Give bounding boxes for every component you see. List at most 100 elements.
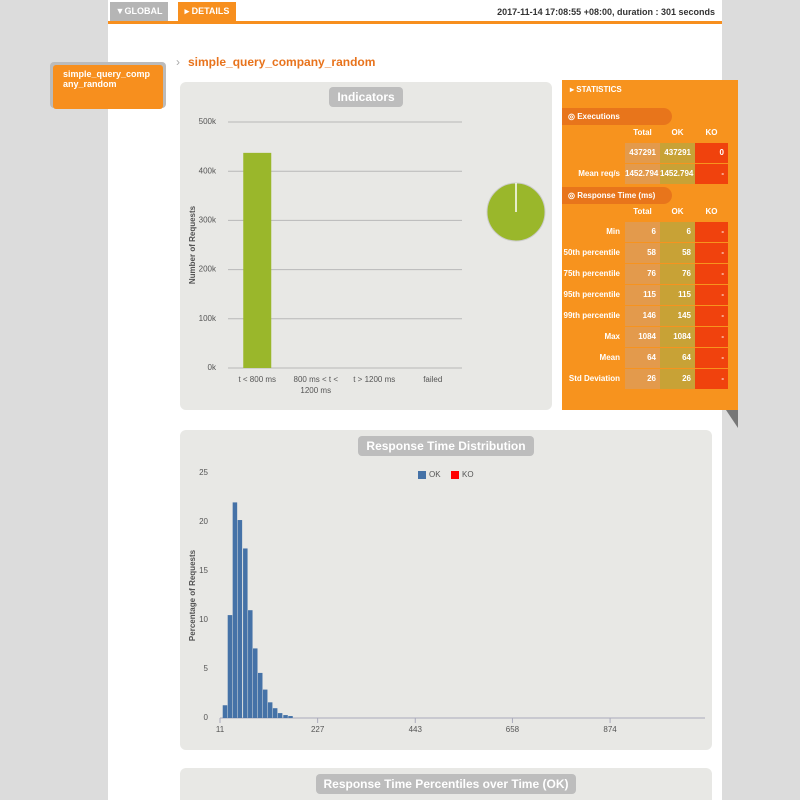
column-header: Total (633, 128, 652, 137)
stat-cell: 6 (660, 222, 695, 242)
stat-cell: 1084 (660, 327, 695, 347)
bar (267, 702, 273, 718)
stat-cell: - (695, 264, 728, 284)
legend-label: KO (462, 470, 474, 479)
sidebar-item[interactable]: simple_query_company_random (53, 65, 163, 109)
legend-label: OK (429, 470, 441, 479)
stat-cell: 76 (660, 264, 695, 284)
y-tick-label: 300k (199, 216, 217, 225)
section-title: ◎ Executions (562, 108, 672, 125)
tab-global[interactable]: ▼GLOBAL (110, 2, 168, 21)
y-tick-label: 100k (199, 314, 217, 323)
section-label: Response Time (ms) (577, 191, 656, 200)
stat-cell: - (695, 306, 728, 326)
section-title: ◎ Response Time (ms) (562, 187, 672, 204)
stat-cell: 1452.794 (660, 164, 695, 184)
row-label: 99th percentile (563, 311, 620, 320)
stat-cell: 1084 (625, 327, 660, 347)
stat-cell: 437291 (625, 143, 660, 163)
panel-fold (726, 410, 738, 428)
row-label: 95th percentile (563, 290, 620, 299)
stat-cell: - (695, 369, 728, 389)
y-axis-label: Percentage of Requests (188, 549, 197, 641)
y-axis-label: Number of Requests (188, 205, 197, 284)
statistics-label: STATISTICS (576, 85, 622, 94)
header-rule (108, 21, 722, 24)
stat-cell: 64 (625, 348, 660, 368)
y-tick-label: 15 (199, 566, 208, 575)
page-title: simple_query_company_random (188, 55, 376, 69)
stat-cell: 76 (625, 264, 660, 284)
y-tick-label: 25 (199, 468, 208, 477)
stat-cell: - (695, 348, 728, 368)
column-header: OK (671, 128, 684, 137)
bar (237, 520, 243, 718)
percentiles-panel: Response Time Percentiles over Time (OK) (180, 768, 712, 800)
x-tick-label: 443 (409, 725, 423, 734)
bar (222, 705, 228, 718)
indicators-panel: Indicators (180, 82, 552, 410)
stat-cell: 26 (660, 369, 695, 389)
column-header: OK (671, 207, 684, 216)
column-header: Total (633, 207, 652, 216)
statistics-title: ▸ STATISTICS (570, 85, 622, 94)
column-header: KO (705, 207, 718, 216)
stat-cell: 58 (625, 243, 660, 263)
bar (253, 648, 258, 718)
x-tick-label: 11 (216, 725, 225, 734)
bar (243, 152, 272, 368)
bar (262, 689, 268, 718)
stat-cell: 26 (625, 369, 660, 389)
column-header: KO (705, 128, 718, 137)
bar (272, 708, 278, 718)
stat-cell: 0 (695, 143, 728, 163)
y-tick-label: 200k (199, 265, 217, 274)
panel-title: Indicators (329, 87, 403, 107)
bar (288, 716, 293, 718)
x-tick-label: 227 (311, 725, 325, 734)
stat-cell: - (695, 164, 728, 184)
row-label: 50th percentile (563, 248, 620, 257)
bar (243, 548, 248, 718)
title-arrow: › (176, 55, 180, 69)
x-tick-label: 874 (603, 725, 617, 734)
tab-label: GLOBAL (124, 6, 163, 16)
stat-cell: 115 (660, 285, 695, 305)
row-label: Std Deviation (568, 374, 620, 383)
panel-title: Response Time Distribution (358, 436, 534, 456)
statistics-panel: ▸ STATISTICS ◎ Executions Total OK KO 437291… (562, 80, 738, 410)
y-tick-label: 0 (204, 713, 209, 722)
bar (248, 610, 253, 718)
stat-cell: - (695, 222, 728, 242)
y-tick-label: 20 (199, 517, 208, 526)
y-tick-label: 400k (199, 166, 217, 175)
stat-cell: 6 (625, 222, 660, 242)
bar (277, 713, 283, 718)
section-label: Executions (577, 112, 620, 121)
y-tick-label: 10 (199, 615, 208, 624)
row-label: Max (604, 332, 620, 341)
panel-title: Response Time Percentiles over Time (OK) (315, 774, 577, 794)
y-tick-label: 0k (208, 363, 217, 372)
distribution-panel: Response Time Distribution (180, 430, 712, 750)
stat-cell: 437291 (660, 143, 695, 163)
stat-cell: 64 (660, 348, 695, 368)
stat-cell: - (695, 285, 728, 305)
stat-cell: 115 (625, 285, 660, 305)
stat-cell: - (695, 327, 728, 347)
row-label: Mean (599, 353, 620, 362)
stat-cell: - (695, 243, 728, 263)
row-label: Min (606, 227, 620, 236)
x-tick-label: 658 (506, 725, 520, 734)
run-info: 2017-11-14 17:08:55 +08:00, duration : 3… (497, 7, 715, 17)
y-tick-label: 500k (199, 117, 217, 126)
bar (257, 672, 263, 718)
legend-swatch (418, 471, 426, 479)
row-label: Mean req/s (578, 169, 620, 178)
bar (283, 715, 288, 718)
tab-details[interactable]: ▸ DETAILS (178, 2, 236, 21)
row-label: 75th percentile (563, 269, 620, 278)
stat-cell: 145 (660, 306, 695, 326)
stat-cell: 1452.794 (625, 164, 660, 184)
